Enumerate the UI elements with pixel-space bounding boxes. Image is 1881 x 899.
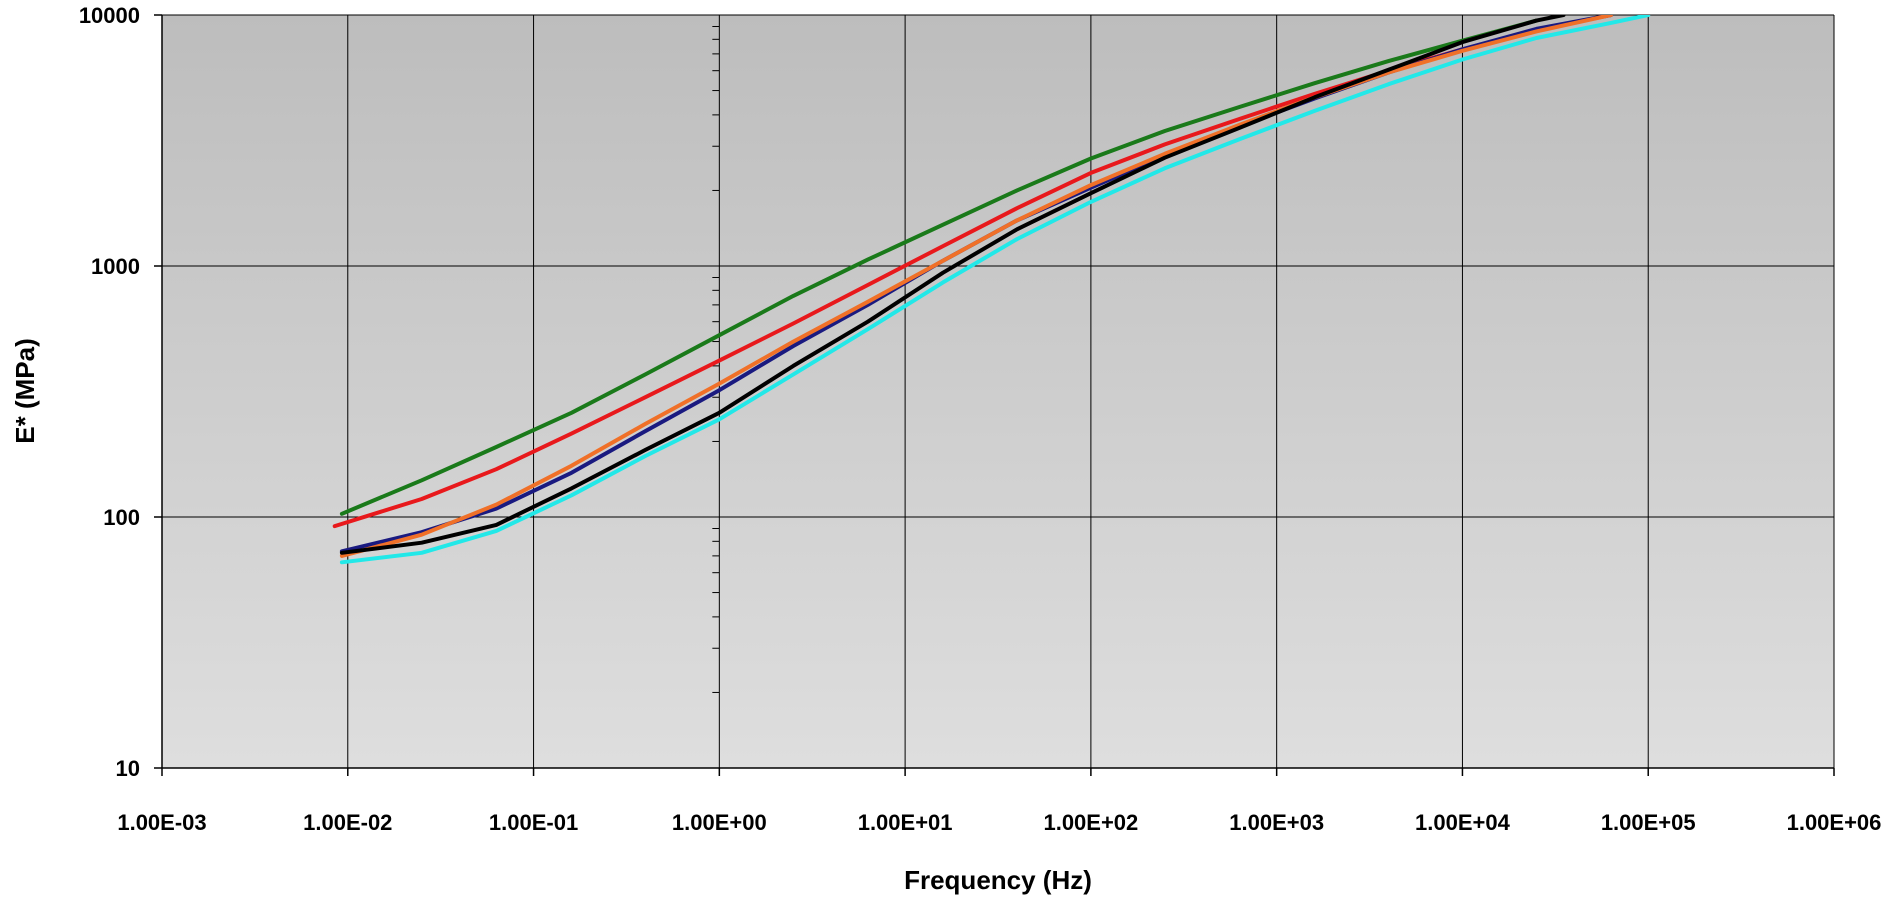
series-line xyxy=(339,15,1566,555)
x-tick-label: 1.00E-03 xyxy=(117,810,206,835)
x-tick-label: 1.00E+01 xyxy=(858,810,953,835)
y-tick-label: 100 xyxy=(103,505,140,530)
series-group xyxy=(332,15,1651,565)
series-line xyxy=(339,18,1539,516)
x-tick-label: 1.00E+04 xyxy=(1415,810,1511,835)
x-tick-label: 1.00E-01 xyxy=(489,810,578,835)
y-axis-title: E* (MPa) xyxy=(10,338,40,443)
y-tick-label: 1000 xyxy=(91,254,140,279)
y-tick-label: 10 xyxy=(116,756,140,781)
x-tick-label: 1.00E+02 xyxy=(1043,810,1138,835)
x-tick-label: 1.00E+00 xyxy=(672,810,767,835)
tick-labels: 1.00E-03 1.00E-02 1.00E-01 1.00E+00 1.00E+01… xyxy=(79,3,1881,835)
minor-ticks xyxy=(712,25,720,693)
x-axis-title: Frequency (Hz) xyxy=(904,865,1092,895)
y-tick-label: 10000 xyxy=(79,3,140,28)
x-tick-label: 1.00E-02 xyxy=(303,810,392,835)
series-line xyxy=(339,15,1651,565)
series-line xyxy=(339,15,1613,558)
axes xyxy=(154,14,1835,776)
plot-area xyxy=(162,15,1834,768)
x-tick-label: 1.00E+05 xyxy=(1601,810,1696,835)
x-tick-label: 1.00E+03 xyxy=(1229,810,1324,835)
x-tick-label: 1.00E+06 xyxy=(1787,810,1881,835)
